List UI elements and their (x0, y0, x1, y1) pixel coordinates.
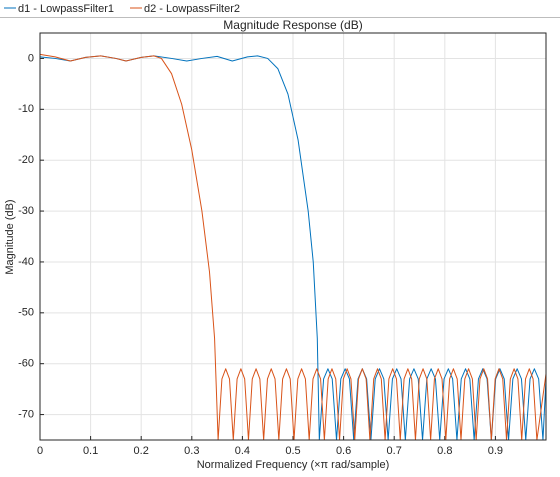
y-tick-label: -40 (18, 256, 34, 268)
plot-border (39, 32, 547, 441)
legend-label: d2 - LowpassFilter2 (144, 3, 240, 15)
y-tick-label: -30 (18, 205, 34, 217)
y-tick-label: -20 (18, 154, 34, 166)
x-tick-label: 0.5 (285, 445, 300, 457)
chart-title: Magnitude Response (dB) (223, 18, 362, 32)
x-tick-label: 0.8 (437, 445, 452, 457)
legend-bar (0, 0, 560, 17)
x-tick-label: 0.6 (336, 445, 351, 457)
y-tick-label: -60 (18, 358, 34, 370)
lines (40, 53, 546, 440)
x-tick-label: 0.7 (387, 445, 402, 457)
series-line (40, 53, 546, 440)
y-tick-label: 0 (28, 52, 34, 64)
legend: d1 - LowpassFilter1 d2 - LowpassFilter2 (4, 3, 240, 15)
y-axis-label: Magnitude (dB) (4, 199, 16, 274)
x-tick-label: 0.1 (83, 445, 98, 457)
x-tick-label: 0.4 (235, 445, 250, 457)
x-tick-label: 0.2 (134, 445, 149, 457)
y-tick-label: -70 (18, 408, 34, 420)
y-tick-label: -50 (18, 307, 34, 319)
x-axis-label: Normalized Frequency (×π rad/sample) (197, 459, 390, 471)
y-tick-label: -10 (18, 103, 34, 115)
x-tick-label: 0 (37, 445, 43, 457)
x-tick-label: 0.9 (488, 445, 503, 457)
x-tick-label: 0.3 (184, 445, 199, 457)
legend-label: d1 - LowpassFilter1 (18, 3, 114, 15)
